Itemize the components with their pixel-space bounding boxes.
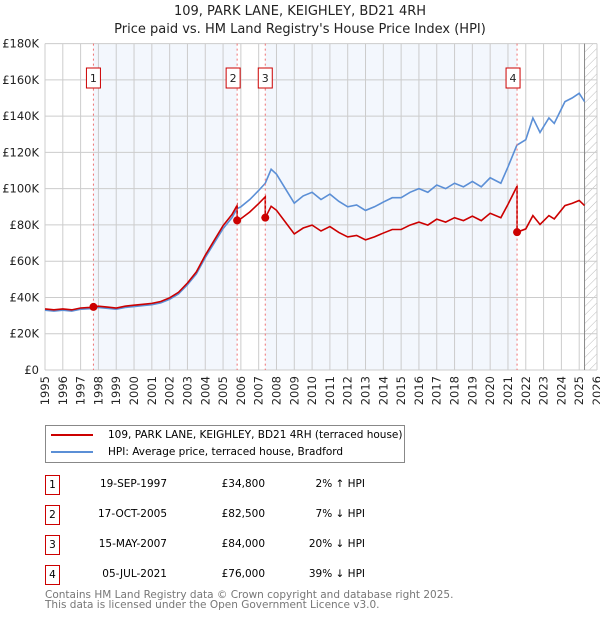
y-tick-label: £60K	[10, 254, 40, 268]
sale-point	[233, 216, 242, 225]
x-tick-label: 2016	[412, 376, 426, 405]
sale-label-box	[505, 67, 521, 89]
x-tick-label: 2015	[394, 376, 408, 405]
x-tick-label: 1999	[109, 376, 123, 405]
x-tick-label: 2014	[376, 376, 390, 405]
sale-date: 15-MAY-2007	[98, 538, 167, 550]
x-tick-label: 2025	[572, 376, 586, 405]
sale-price: £34,800	[221, 478, 265, 490]
x-tick-label: 2009	[287, 376, 301, 405]
licence-text: This data is licensed under the Open Gov…	[45, 599, 380, 611]
x-tick-label: 2021	[501, 376, 515, 405]
ownership-band	[93, 43, 238, 370]
x-tick-label: 2008	[269, 376, 283, 405]
hpi-diff: 7% ↓ HPI	[315, 508, 365, 520]
price-chart: 1 2 3 4 1995 1996 1997 1998 1999 2000 2001 2002 2003…	[2, 37, 600, 406]
sale-label: 4	[510, 72, 517, 85]
x-tick-label: 1998	[91, 376, 105, 405]
sale-number: 2	[45, 505, 60, 525]
x-tick-label: 2024	[554, 376, 568, 405]
chart-title: 109, PARK LANE, KEIGHLEY, BD21 4RH	[173, 4, 427, 19]
sale-label: 2	[230, 72, 237, 85]
x-tick-label: 2022	[519, 376, 533, 405]
x-tick-label: 1996	[56, 376, 70, 405]
forecast-hatch	[584, 43, 597, 370]
x-tick-label: 2026	[590, 376, 600, 405]
sale-row: 3 15-MAY-2007 £84,000 20% ↓ HPI	[45, 535, 465, 555]
sale-label-box	[85, 67, 101, 89]
x-tick-label: 2007	[252, 376, 266, 405]
sale-date: 17-OCT-2005	[98, 508, 167, 520]
sale-date: 19-SEP-1997	[99, 478, 167, 490]
sale-number: 3	[45, 535, 60, 555]
x-tick-label: 2017	[430, 376, 444, 405]
x-tick-label: 2002	[163, 376, 177, 405]
y-tick-label: £80K	[10, 218, 40, 232]
sale-label-box	[257, 67, 273, 89]
copyright-text: Contains HM Land Registry data © Crown c…	[45, 589, 454, 601]
sale-label: 1	[90, 72, 97, 85]
x-tick-label: 2004	[198, 376, 212, 405]
footer: Contains HM Land Registry data © Crown c…	[45, 589, 454, 611]
legend-label: HPI: Average price, terraced house, Brad…	[108, 446, 344, 458]
x-tick-label: 2003	[180, 376, 194, 405]
sale-label-box	[225, 67, 241, 89]
x-tick-label: 1997	[74, 376, 88, 405]
x-tick-label: 2011	[323, 376, 337, 405]
hpi-diff: 2% ↑ HPI	[315, 478, 365, 490]
sale-price: £82,500	[221, 508, 265, 520]
x-tick-label: 2000	[127, 376, 141, 405]
x-tick-label: 2013	[359, 376, 373, 405]
hpi-diff: 39% ↓ HPI	[308, 568, 365, 580]
sale-row: 2 17-OCT-2005 £82,500 7% ↓ HPI	[45, 505, 465, 525]
x-tick-label: 2023	[537, 376, 551, 405]
y-tick-label: £100K	[2, 182, 39, 196]
legend: 109, PARK LANE, KEIGHLEY, BD21 4RH (terr…	[45, 425, 405, 463]
sale-number: 1	[45, 475, 60, 495]
y-tick-label: £160K	[2, 73, 39, 87]
sale-row: 1 19-SEP-1997 £34,800 2% ↑ HPI	[45, 475, 465, 495]
x-tick-label: 2012	[341, 376, 355, 405]
ownership-band	[265, 43, 518, 370]
y-tick-label: £20K	[10, 327, 40, 341]
blue-line-swatch	[51, 451, 93, 453]
y-tick-label: £180K	[2, 37, 39, 51]
red-line-swatch	[51, 434, 93, 436]
x-tick-label: 2020	[483, 376, 497, 405]
sale-date: 05-JUL-2021	[102, 568, 167, 580]
sale-number: 4	[45, 565, 60, 585]
sale-point	[261, 213, 270, 222]
x-tick-label: 1995	[38, 376, 52, 405]
x-tick-label: 2018	[448, 376, 462, 405]
x-tick-label: 2010	[305, 376, 319, 405]
y-tick-label: £0	[24, 363, 39, 377]
sale-point	[89, 302, 98, 311]
legend-label: 109, PARK LANE, KEIGHLEY, BD21 4RH (terr…	[108, 429, 403, 441]
y-tick-label: £140K	[2, 109, 39, 123]
x-tick-label: 2019	[465, 376, 479, 405]
chart-subtitle: Price paid vs. HM Land Registry's House …	[114, 22, 486, 37]
y-tick-label: £120K	[2, 145, 39, 159]
x-tick-label: 2001	[145, 376, 159, 405]
legend-item-hpi: HPI: Average price, terraced house, Brad…	[46, 444, 343, 460]
y-tick-label: £40K	[10, 290, 40, 304]
sale-price: £76,000	[221, 568, 265, 580]
legend-item-property: 109, PARK LANE, KEIGHLEY, BD21 4RH (terr…	[46, 427, 403, 443]
sale-price: £84,000	[221, 538, 265, 550]
hpi-diff: 20% ↓ HPI	[308, 538, 365, 550]
x-tick-label: 2005	[216, 376, 230, 405]
x-tick-label: 2006	[234, 376, 248, 405]
sale-row: 4 05-JUL-2021 £76,000 39% ↓ HPI	[45, 565, 465, 585]
hpi-line	[44, 92, 586, 312]
property-price-line	[44, 185, 586, 311]
sale-label: 3	[262, 72, 269, 85]
sale-point	[513, 228, 522, 237]
